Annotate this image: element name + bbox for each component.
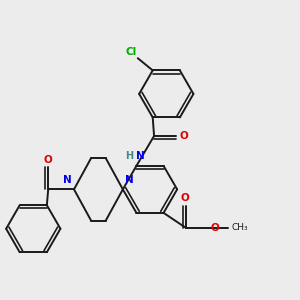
Text: O: O bbox=[44, 155, 52, 165]
Text: O: O bbox=[179, 131, 188, 141]
Text: N: N bbox=[63, 175, 72, 185]
Text: O: O bbox=[180, 194, 189, 203]
Text: N: N bbox=[125, 175, 134, 185]
Text: N: N bbox=[136, 151, 145, 161]
Text: O: O bbox=[210, 223, 219, 233]
Text: CH₃: CH₃ bbox=[232, 223, 248, 232]
Text: Cl: Cl bbox=[125, 47, 136, 57]
Text: H: H bbox=[126, 151, 134, 161]
